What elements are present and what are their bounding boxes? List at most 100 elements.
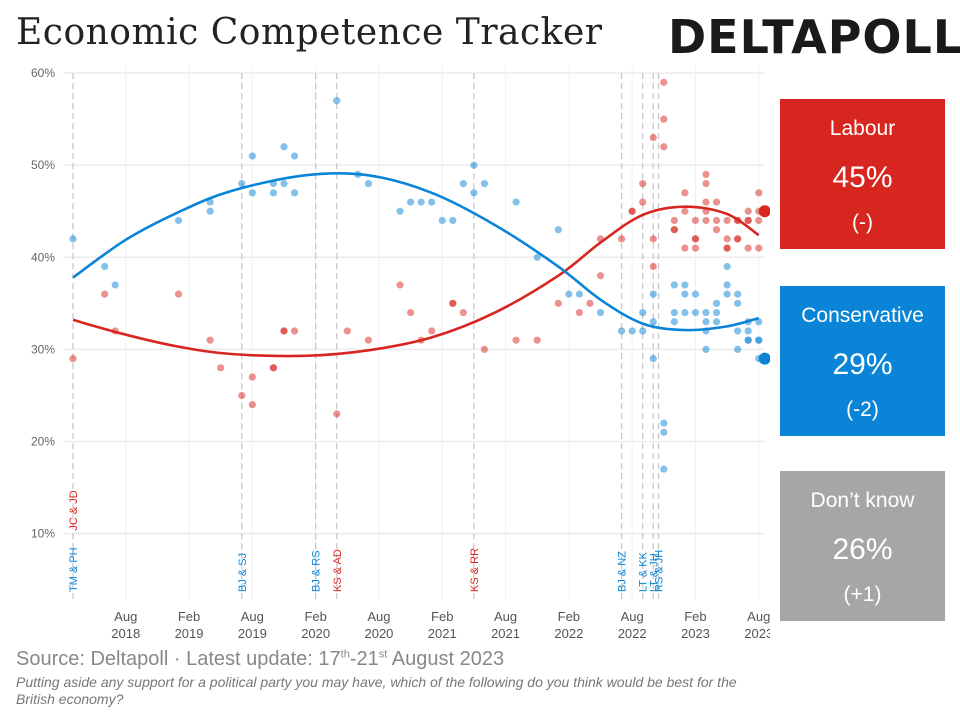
data-point	[459, 180, 467, 188]
x-tick-year: 2020	[301, 626, 330, 641]
event-label: JC & JD	[68, 490, 80, 530]
event-label: LT & JH	[648, 553, 660, 592]
data-point	[702, 180, 710, 188]
data-point	[639, 180, 647, 188]
x-tick-year: 2022	[554, 626, 583, 641]
x-tick-year: 2021	[491, 626, 520, 641]
data-point	[449, 216, 457, 225]
event-label: BJ & RS	[311, 550, 323, 592]
data-point	[280, 327, 288, 335]
y-tick-label: 30%	[31, 342, 55, 356]
data-point	[702, 308, 710, 317]
data-point	[290, 327, 299, 335]
data-point	[755, 336, 763, 344]
data-point	[670, 216, 678, 225]
data-point	[723, 281, 731, 289]
data-point	[596, 308, 605, 317]
data-point	[723, 244, 731, 252]
data-point	[628, 327, 636, 335]
source-mid: -21	[349, 648, 379, 670]
data-point	[575, 290, 584, 298]
data-point	[470, 189, 478, 197]
data-point	[744, 327, 752, 335]
data-point	[174, 216, 183, 225]
data-point	[660, 143, 668, 151]
data-point	[649, 355, 657, 363]
data-point	[428, 327, 436, 335]
data-point	[660, 428, 668, 436]
data-point	[670, 226, 678, 234]
data-point	[691, 216, 700, 225]
data-point	[248, 189, 256, 197]
data-point	[734, 290, 742, 298]
data-point	[723, 235, 731, 243]
dont-know-box: Don’t know 26% (+1)	[780, 471, 945, 621]
data-point	[480, 345, 489, 353]
dont-know-change: (+1)	[843, 583, 882, 606]
page-title: Economic Competence Tracker	[16, 12, 603, 53]
data-point	[723, 262, 731, 271]
labour-name: Labour	[829, 117, 896, 140]
x-tick-year: 2022	[618, 626, 647, 641]
data-point	[702, 170, 710, 179]
data-point	[459, 308, 467, 317]
latest-point	[758, 205, 770, 218]
data-point	[364, 336, 372, 344]
data-point	[565, 290, 573, 298]
source-prefix: Source: Deltapoll · Latest update: 17	[16, 648, 341, 670]
x-tick-month: Feb	[684, 609, 706, 624]
data-point	[618, 235, 626, 243]
event-layer: TM & PH JC & JD BJ & SJ BJ & RS KS & AD KS & …	[68, 73, 666, 600]
data-point	[480, 180, 489, 188]
labour-pct: 45%	[832, 161, 893, 194]
data-point	[712, 226, 721, 234]
event-label: TM & PH	[68, 547, 80, 592]
data-point	[364, 180, 372, 188]
x-tick-month: Aug	[621, 609, 644, 624]
trend-line	[72, 205, 760, 358]
data-point	[639, 198, 647, 206]
data-point	[681, 290, 689, 298]
x-tick-year: 2020	[364, 626, 393, 641]
data-point	[649, 133, 657, 142]
data-point	[512, 336, 520, 344]
data-point	[554, 299, 562, 307]
x-tick-month: Aug	[747, 609, 770, 624]
grid-layer	[63, 65, 765, 600]
x-tick-month: Aug	[241, 609, 264, 624]
data-point	[681, 281, 689, 289]
data-point	[755, 244, 763, 252]
x-tick-year: 2023	[744, 626, 770, 641]
latest-point	[758, 352, 770, 365]
data-point	[744, 244, 752, 252]
y-tick-label: 10%	[31, 527, 55, 541]
data-point	[670, 281, 678, 289]
data-point	[755, 216, 763, 225]
x-tick-year: 2019	[175, 626, 204, 641]
x-tick-year: 2021	[428, 626, 457, 641]
data-point	[734, 299, 742, 307]
data-point	[248, 401, 256, 409]
y-tick-label: 20%	[31, 435, 55, 449]
data-point	[681, 189, 689, 197]
axis-layer: 10% 20% 30% 40% 50% 60% Aug 2018 Feb 2019 Aug 2019 F…	[31, 66, 770, 641]
data-point	[639, 327, 647, 335]
data-point	[723, 290, 731, 298]
event-label: BJ & NZ	[617, 551, 629, 592]
data-point	[649, 235, 657, 243]
data-point	[670, 308, 678, 317]
data-point	[628, 207, 636, 215]
data-point	[280, 143, 288, 151]
data-point	[702, 198, 710, 206]
labour-change: (-)	[852, 211, 873, 234]
x-tick-month: Feb	[178, 609, 200, 624]
data-point	[290, 189, 299, 197]
data-point	[681, 244, 689, 252]
x-tick-month: Aug	[114, 609, 137, 624]
data-point	[575, 308, 584, 317]
data-point	[396, 281, 404, 289]
data-point	[343, 327, 351, 335]
data-point	[649, 262, 657, 271]
data-point	[101, 290, 109, 298]
data-point	[734, 235, 742, 243]
